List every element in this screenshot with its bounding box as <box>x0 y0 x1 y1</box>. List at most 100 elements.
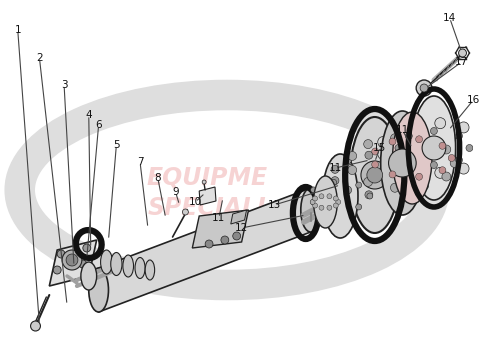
Polygon shape <box>49 240 96 286</box>
Circle shape <box>458 122 469 133</box>
Circle shape <box>348 151 357 161</box>
Circle shape <box>311 199 316 205</box>
Circle shape <box>312 203 318 208</box>
Circle shape <box>458 163 469 174</box>
Circle shape <box>361 161 389 189</box>
Circle shape <box>364 140 372 149</box>
Polygon shape <box>199 187 216 205</box>
Circle shape <box>221 236 229 244</box>
Circle shape <box>367 193 373 199</box>
Text: 15: 15 <box>373 143 386 153</box>
Circle shape <box>439 142 446 149</box>
Circle shape <box>365 151 373 159</box>
Circle shape <box>348 165 357 174</box>
Text: 11: 11 <box>212 213 226 223</box>
Circle shape <box>475 154 480 165</box>
Ellipse shape <box>323 154 358 238</box>
Text: 12: 12 <box>235 223 248 233</box>
Ellipse shape <box>301 188 321 232</box>
Circle shape <box>53 266 61 274</box>
Circle shape <box>233 232 240 240</box>
Circle shape <box>79 260 87 268</box>
Text: EQUIPME: EQUIPME <box>146 166 268 190</box>
Circle shape <box>389 171 396 178</box>
Circle shape <box>416 80 432 96</box>
Ellipse shape <box>313 176 337 228</box>
Text: 7: 7 <box>137 157 144 167</box>
Circle shape <box>344 186 351 194</box>
Text: 1: 1 <box>14 25 21 35</box>
Circle shape <box>378 136 389 148</box>
Circle shape <box>372 161 379 168</box>
Circle shape <box>435 167 445 178</box>
Polygon shape <box>98 188 311 312</box>
Circle shape <box>388 153 396 161</box>
Text: 14: 14 <box>443 13 456 23</box>
Ellipse shape <box>81 262 96 290</box>
Circle shape <box>435 118 445 129</box>
Circle shape <box>202 180 206 184</box>
Circle shape <box>410 166 421 177</box>
Circle shape <box>327 205 332 210</box>
Circle shape <box>378 148 389 159</box>
Circle shape <box>310 200 315 205</box>
Ellipse shape <box>89 268 108 312</box>
Circle shape <box>442 145 451 154</box>
Circle shape <box>57 250 65 258</box>
Circle shape <box>365 191 373 199</box>
Circle shape <box>442 172 451 181</box>
Ellipse shape <box>381 111 424 215</box>
Circle shape <box>327 194 332 199</box>
Circle shape <box>389 126 400 137</box>
Circle shape <box>458 49 467 57</box>
Circle shape <box>331 207 336 213</box>
Text: 8: 8 <box>155 173 161 183</box>
Circle shape <box>420 136 429 145</box>
Circle shape <box>319 194 324 199</box>
Text: 11: 11 <box>396 125 409 135</box>
Text: SPECIALI: SPECIALI <box>148 196 266 220</box>
Circle shape <box>311 187 316 193</box>
Text: 17: 17 <box>455 57 468 67</box>
Circle shape <box>422 136 446 160</box>
Text: 10: 10 <box>189 197 202 207</box>
Circle shape <box>312 196 318 201</box>
Circle shape <box>406 156 412 164</box>
Circle shape <box>331 177 339 185</box>
Ellipse shape <box>135 258 145 279</box>
Circle shape <box>412 171 420 179</box>
Circle shape <box>456 156 463 164</box>
Circle shape <box>395 144 402 151</box>
Circle shape <box>475 131 480 142</box>
Circle shape <box>356 182 361 188</box>
Circle shape <box>450 158 459 168</box>
Circle shape <box>389 149 416 177</box>
Circle shape <box>439 167 446 174</box>
Circle shape <box>331 165 339 173</box>
Circle shape <box>391 134 399 143</box>
Circle shape <box>372 148 379 155</box>
Circle shape <box>367 167 383 183</box>
Circle shape <box>416 173 422 180</box>
Ellipse shape <box>145 260 155 280</box>
Circle shape <box>389 159 400 170</box>
Text: 9: 9 <box>172 187 179 197</box>
Circle shape <box>333 196 338 201</box>
Circle shape <box>333 203 338 208</box>
Text: 4: 4 <box>85 110 92 120</box>
Text: 6: 6 <box>96 120 102 130</box>
Text: 11: 11 <box>329 163 342 173</box>
Circle shape <box>420 84 428 92</box>
Circle shape <box>319 205 324 210</box>
Polygon shape <box>192 210 249 248</box>
Circle shape <box>364 177 372 186</box>
Circle shape <box>331 179 336 185</box>
Circle shape <box>66 254 78 266</box>
Ellipse shape <box>101 250 112 274</box>
Ellipse shape <box>111 252 122 275</box>
Text: 16: 16 <box>467 95 480 105</box>
Circle shape <box>406 182 414 190</box>
Circle shape <box>205 240 213 248</box>
Circle shape <box>420 181 429 190</box>
Circle shape <box>431 127 437 134</box>
